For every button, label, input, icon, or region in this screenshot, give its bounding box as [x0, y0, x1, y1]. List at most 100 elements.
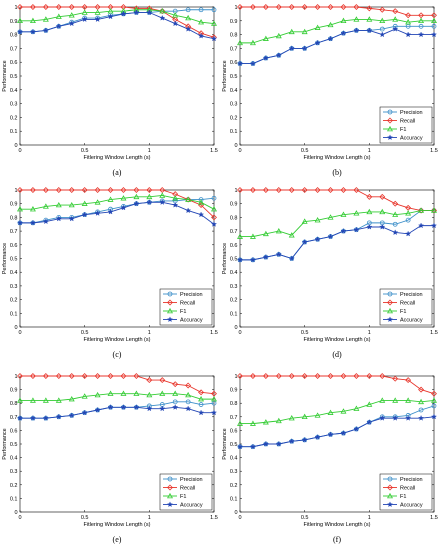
series-line-accuracy: [20, 406, 214, 419]
legend-label-accuracy: Accuracy: [400, 318, 423, 324]
data-point-f1: [172, 390, 179, 396]
data-point-accuracy: [146, 199, 153, 205]
legend-label-f1: F1: [400, 494, 406, 500]
data-point-f1: [288, 415, 295, 421]
y-tick-label: 0.9: [230, 388, 238, 394]
data-point-accuracy: [210, 35, 218, 42]
data-point-f1: [55, 201, 62, 208]
data-point-accuracy: [94, 406, 101, 413]
data-point-f1: [392, 16, 399, 22]
data-point-precision: [185, 7, 191, 13]
data-point-recall: [392, 200, 399, 207]
y-tick-label: 0.1: [10, 496, 18, 502]
legend-marker-accuracy: [386, 316, 394, 323]
data-point-accuracy: [314, 434, 321, 440]
data-point-recall: [17, 4, 23, 10]
data-point-f1: [327, 214, 334, 220]
legend-marker-recall: [387, 117, 393, 124]
legend-marker-accuracy: [386, 134, 394, 141]
data-point-f1: [249, 420, 256, 426]
data-point-f1: [237, 39, 243, 46]
data-point-f1: [275, 417, 282, 424]
data-point-precision: [418, 23, 424, 29]
series-accuracy: [236, 413, 438, 450]
x-axis-label: Fitlering Window Length (s): [84, 522, 151, 528]
data-point-accuracy: [55, 215, 62, 222]
data-point-precision: [431, 23, 437, 29]
data-point-f1: [431, 17, 437, 24]
series-line-accuracy: [240, 225, 434, 261]
data-point-accuracy: [94, 210, 101, 216]
data-point-recall: [275, 373, 282, 379]
data-point-recall: [275, 187, 282, 193]
data-point-accuracy: [172, 404, 179, 410]
data-point-accuracy: [275, 440, 282, 447]
data-point-f1: [185, 196, 192, 202]
data-point-f1: [431, 397, 437, 403]
chart-panel-d: 0 0.1 0.2 0.3 0.4 0.5 0.6 0.7 0.8 0.9 1 0 0.5 1 1.5 Fit…: [222, 187, 438, 359]
data-point-f1: [146, 193, 153, 200]
data-point-f1: [392, 211, 399, 217]
chart-panel-a: 0 0.1 0.2 0.3 0.4 0.5 0.6 0.7 0.8 0.9 1 0 0.5 1 1.5 Fit…: [2, 4, 218, 177]
data-point-f1: [159, 390, 166, 396]
data-point-f1: [198, 395, 205, 402]
data-point-f1: [327, 21, 334, 28]
data-point-f1: [133, 390, 140, 396]
data-point-precision: [198, 402, 204, 407]
y-tick-label: 0.4: [230, 88, 238, 94]
data-point-f1: [418, 207, 425, 213]
panel-label: (c): [113, 350, 122, 359]
data-point-accuracy: [418, 222, 425, 229]
chart-panel-f: 0 0.1 0.2 0.3 0.4 0.5 0.6 0.7 0.8 0.9 1 0 0.5 1 1.5 Fit…: [222, 373, 438, 544]
x-tick-label: 0.5: [81, 148, 89, 154]
data-point-precision: [198, 7, 204, 13]
data-point-recall: [262, 187, 269, 193]
y-tick-label: 0.9: [10, 202, 18, 208]
y-tick-label: 0.8: [10, 215, 18, 221]
x-tick-label: 1: [148, 515, 151, 521]
data-point-recall: [418, 386, 425, 393]
data-point-accuracy: [42, 27, 49, 34]
data-point-accuracy: [16, 414, 24, 421]
data-point-accuracy: [68, 20, 75, 27]
y-tick-label: 0.5: [230, 74, 238, 80]
data-point-accuracy: [16, 219, 24, 226]
y-tick-label: 0.6: [230, 243, 238, 249]
data-point-accuracy: [262, 54, 269, 61]
data-point-f1: [275, 32, 282, 39]
data-point-recall: [55, 187, 62, 193]
data-point-f1: [379, 397, 386, 403]
data-point-precision: [379, 26, 385, 32]
y-tick-label: 0.2: [230, 298, 238, 304]
data-point-f1: [262, 230, 269, 237]
x-tick-label: 0: [18, 330, 21, 336]
y-tick-label: 1: [14, 188, 17, 194]
x-tick-label: 1.5: [210, 148, 218, 154]
chart-panel-b: 0 0.1 0.2 0.3 0.4 0.5 0.6 0.7 0.8 0.9 1 0 0.5 1 1.5 Fit…: [222, 4, 438, 177]
series-line-recall: [240, 375, 435, 395]
series-f1: [237, 397, 437, 426]
data-point-f1: [288, 28, 295, 35]
legend-label-recall: Recall: [180, 486, 195, 492]
y-tick-label: 0.4: [10, 456, 18, 462]
data-point-f1: [353, 16, 360, 22]
data-point-recall: [68, 4, 75, 10]
y-tick-label: 0.9: [10, 388, 18, 394]
legend-marker-precision: [167, 291, 173, 297]
data-point-f1: [94, 9, 101, 15]
data-point-f1: [392, 397, 399, 403]
data-point-recall: [42, 4, 49, 10]
data-point-recall: [29, 373, 36, 379]
data-point-recall: [237, 4, 243, 10]
legend-marker-f1: [387, 492, 393, 499]
data-point-f1: [418, 398, 425, 405]
data-point-recall: [185, 196, 192, 203]
data-point-f1: [379, 17, 386, 24]
data-point-accuracy: [392, 25, 399, 32]
data-point-recall: [431, 207, 437, 214]
data-point-accuracy: [146, 405, 153, 412]
y-tick-label: 0.3: [10, 102, 18, 108]
data-point-f1: [42, 16, 49, 22]
data-point-accuracy: [81, 16, 88, 22]
data-point-f1: [405, 19, 412, 25]
